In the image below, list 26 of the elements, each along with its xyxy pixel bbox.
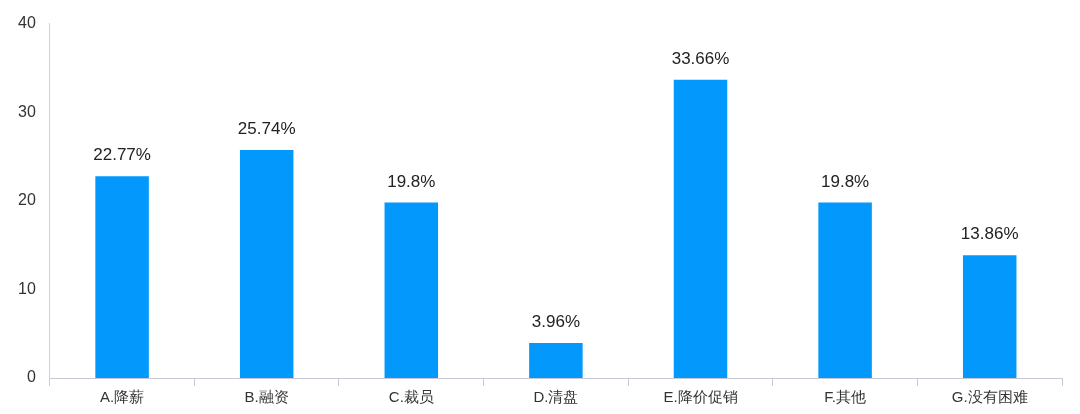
data-label: 19.8% (821, 171, 870, 191)
data-label: 25.74% (237, 119, 296, 139)
x-tick-label: B.融资 (244, 388, 289, 406)
y-tick-label: 30 (18, 102, 36, 120)
y-tick-label: 20 (18, 191, 36, 209)
bar (962, 255, 1017, 378)
data-label: 33.66% (671, 48, 730, 68)
bar (95, 176, 149, 378)
x-tick-label: G.没有困难 (951, 388, 1028, 406)
x-tick-label: E.降价促销 (663, 388, 738, 406)
x-tick-label: A.降薪 (100, 388, 145, 406)
x-tick-label: D.清盘 (533, 388, 579, 406)
x-tick-label: F.其他 (824, 388, 866, 406)
data-label: 19.8% (387, 171, 436, 191)
y-tick-label: 0 (26, 368, 36, 386)
data-label: 3.96% (531, 312, 580, 332)
bar (239, 149, 294, 378)
y-tick-label: 10 (18, 279, 36, 297)
x-tick-label: C.裁员 (388, 388, 434, 406)
data-label: 13.86% (960, 224, 1019, 244)
bar (673, 79, 728, 378)
bar (384, 202, 439, 378)
data-label: 22.77% (93, 145, 151, 165)
bar (529, 342, 583, 378)
bar (818, 202, 872, 378)
y-tick-label: 40 (18, 14, 36, 32)
